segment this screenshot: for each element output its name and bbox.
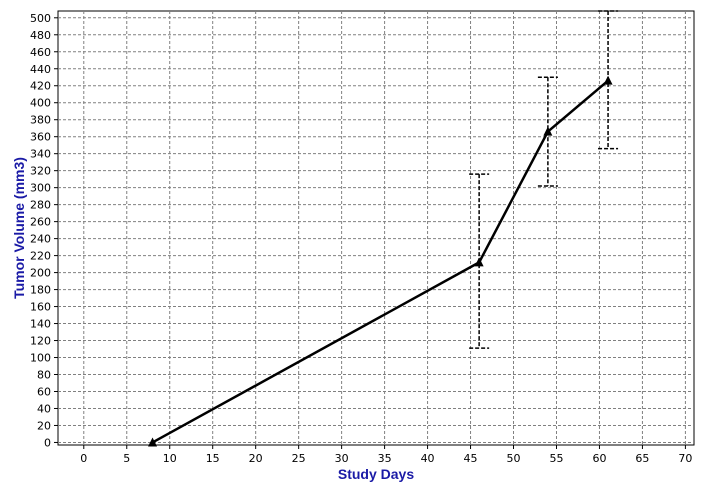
y-tick-label: 460 xyxy=(30,46,51,59)
y-tick-label: 40 xyxy=(37,402,51,415)
y-tick-label: 360 xyxy=(30,131,51,144)
y-tick-label: 100 xyxy=(30,352,51,365)
y-tick-label: 320 xyxy=(30,165,51,178)
x-tick-label: 65 xyxy=(635,452,649,465)
x-tick-label: 30 xyxy=(335,452,349,465)
data-point-marker xyxy=(148,437,158,447)
x-tick-label: 15 xyxy=(206,452,220,465)
x-tick-label: 50 xyxy=(507,452,521,465)
y-tick-label: 260 xyxy=(30,216,51,229)
y-axis-ticks: 0 20 40 60 80 100 120 140 160 180 200 220 240 260 280 3… xyxy=(30,12,58,449)
data-series xyxy=(148,75,613,447)
y-tick-label: 120 xyxy=(30,335,51,348)
y-tick-label: 20 xyxy=(37,419,51,432)
y-tick-label: 160 xyxy=(30,301,51,314)
y-tick-label: 420 xyxy=(30,80,51,93)
x-tick-label: 10 xyxy=(163,452,177,465)
y-tick-label: 140 xyxy=(30,318,51,331)
x-tick-label: 35 xyxy=(378,452,392,465)
x-tick-label: 45 xyxy=(464,452,478,465)
y-tick-label: 0 xyxy=(44,436,51,449)
x-tick-label: 0 xyxy=(80,452,87,465)
y-axis-title: Tumor Volume (mm3) xyxy=(11,157,27,299)
data-point-marker xyxy=(603,75,613,85)
y-tick-label: 400 xyxy=(30,97,51,110)
y-tick-label: 440 xyxy=(30,63,51,76)
x-tick-label: 20 xyxy=(249,452,263,465)
data-point-marker xyxy=(543,126,553,136)
y-tick-label: 180 xyxy=(30,284,51,297)
x-tick-label: 60 xyxy=(592,452,606,465)
data-point-marker xyxy=(474,257,484,267)
x-axis-ticks: 0 5 10 15 20 25 30 35 40 45 50 55 60 65 70 xyxy=(80,445,692,465)
y-tick-label: 80 xyxy=(37,369,51,382)
grid-lines xyxy=(58,11,694,445)
x-tick-label: 5 xyxy=(123,452,130,465)
y-tick-label: 240 xyxy=(30,233,51,246)
y-tick-label: 340 xyxy=(30,148,51,161)
y-tick-label: 380 xyxy=(30,114,51,127)
y-tick-label: 500 xyxy=(30,12,51,25)
y-tick-label: 200 xyxy=(30,267,51,280)
x-axis-title: Study Days xyxy=(338,466,414,482)
x-tick-label: 70 xyxy=(678,452,692,465)
plot-area xyxy=(57,10,695,446)
y-tick-label: 280 xyxy=(30,199,51,212)
y-tick-label: 300 xyxy=(30,182,51,195)
x-tick-label: 55 xyxy=(549,452,563,465)
y-tick-label: 220 xyxy=(30,250,51,263)
y-tick-label: 480 xyxy=(30,29,51,42)
y-tick-label: 60 xyxy=(37,385,51,398)
x-tick-label: 25 xyxy=(292,452,306,465)
x-tick-label: 40 xyxy=(421,452,435,465)
series-line xyxy=(151,79,609,444)
